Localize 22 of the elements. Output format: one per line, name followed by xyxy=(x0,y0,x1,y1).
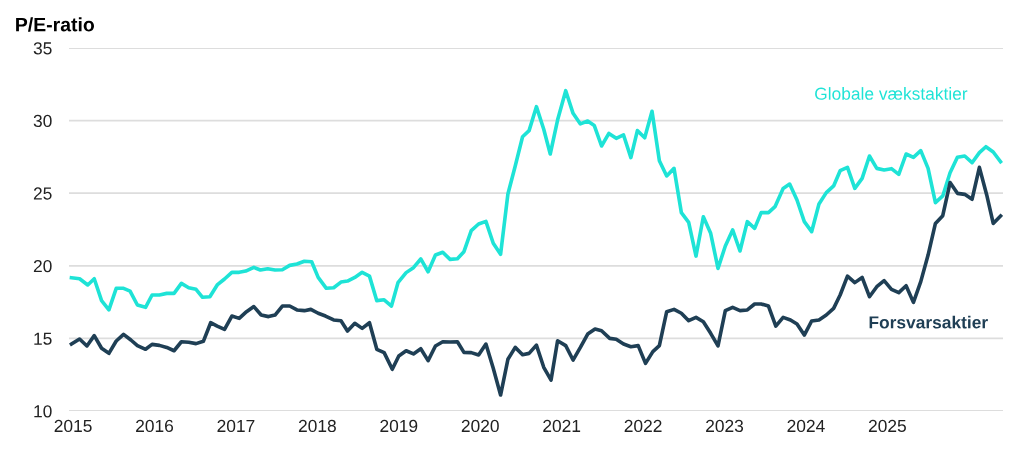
x-tick-label: 2020 xyxy=(461,419,499,433)
line-series xyxy=(69,88,1003,312)
y-tick-label: 20 xyxy=(33,259,52,273)
y-tick-label: 35 xyxy=(33,42,52,55)
y-tick-label: 15 xyxy=(34,332,52,345)
y-tick-label: 10 xyxy=(34,405,52,418)
x-tick-label: 2025 xyxy=(868,419,906,433)
y-axis-title: P/E-ratio xyxy=(16,17,95,32)
x-tick-label: 2024 xyxy=(787,419,825,433)
x-tick-label: 2021 xyxy=(543,419,581,433)
y-tick-label: 30 xyxy=(33,114,52,128)
x-tick-label: 2015 xyxy=(54,419,92,433)
line-series xyxy=(69,165,1003,397)
x-tick-label: 2018 xyxy=(298,419,336,433)
x-tick-label: 2019 xyxy=(380,419,418,433)
x-tick-label: 2017 xyxy=(217,419,255,433)
x-tick-label: 2023 xyxy=(706,419,744,433)
text: Globale vækstaktier xyxy=(815,87,968,100)
x-tick-label: 2022 xyxy=(624,419,662,433)
y-tick-label: 25 xyxy=(33,187,52,200)
x-tick-label: 2016 xyxy=(136,419,174,433)
series-label: Forsvarsaktier xyxy=(869,315,988,329)
